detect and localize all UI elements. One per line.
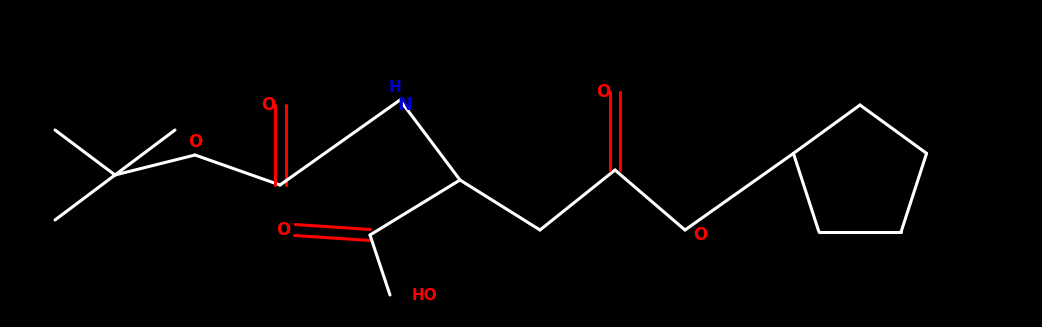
Text: O: O [188,133,202,151]
Text: O: O [276,221,290,239]
Text: O: O [260,96,275,114]
Text: N: N [397,96,413,114]
Text: HO: HO [412,287,438,302]
Text: H: H [389,80,401,95]
Text: O: O [596,83,611,101]
Text: O: O [693,226,708,244]
